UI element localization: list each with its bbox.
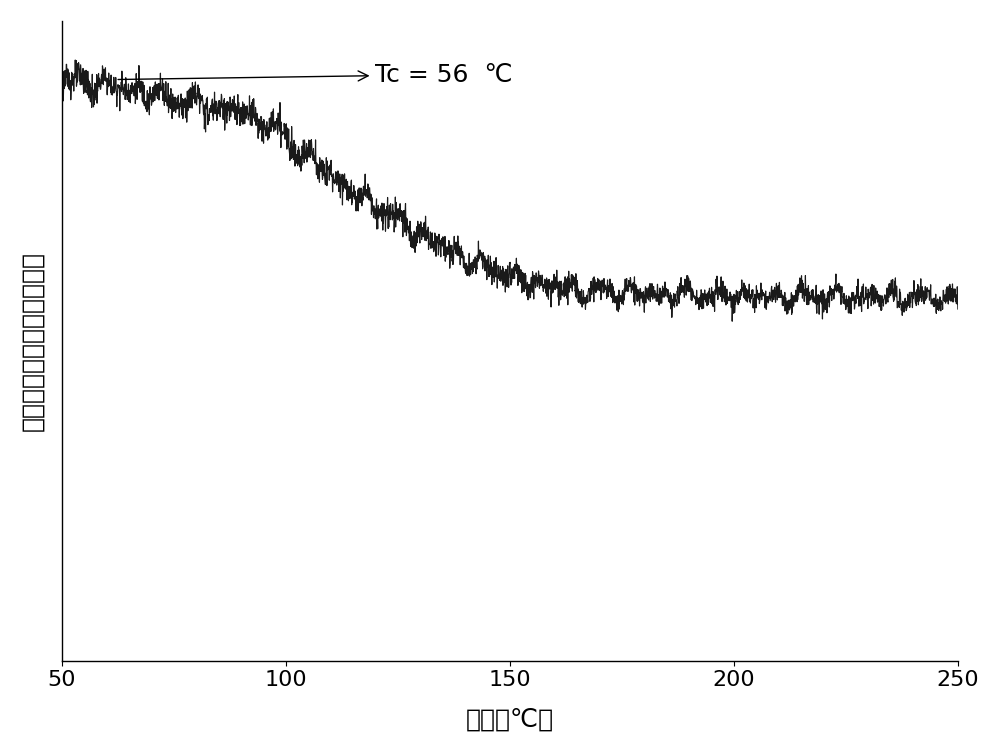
X-axis label: 温度（℃）: 温度（℃） xyxy=(466,707,554,731)
Text: Tc = 56  ℃: Tc = 56 ℃ xyxy=(118,62,513,86)
Y-axis label: 重量随温度变化的一阶导数: 重量随温度变化的一阶导数 xyxy=(21,251,45,431)
